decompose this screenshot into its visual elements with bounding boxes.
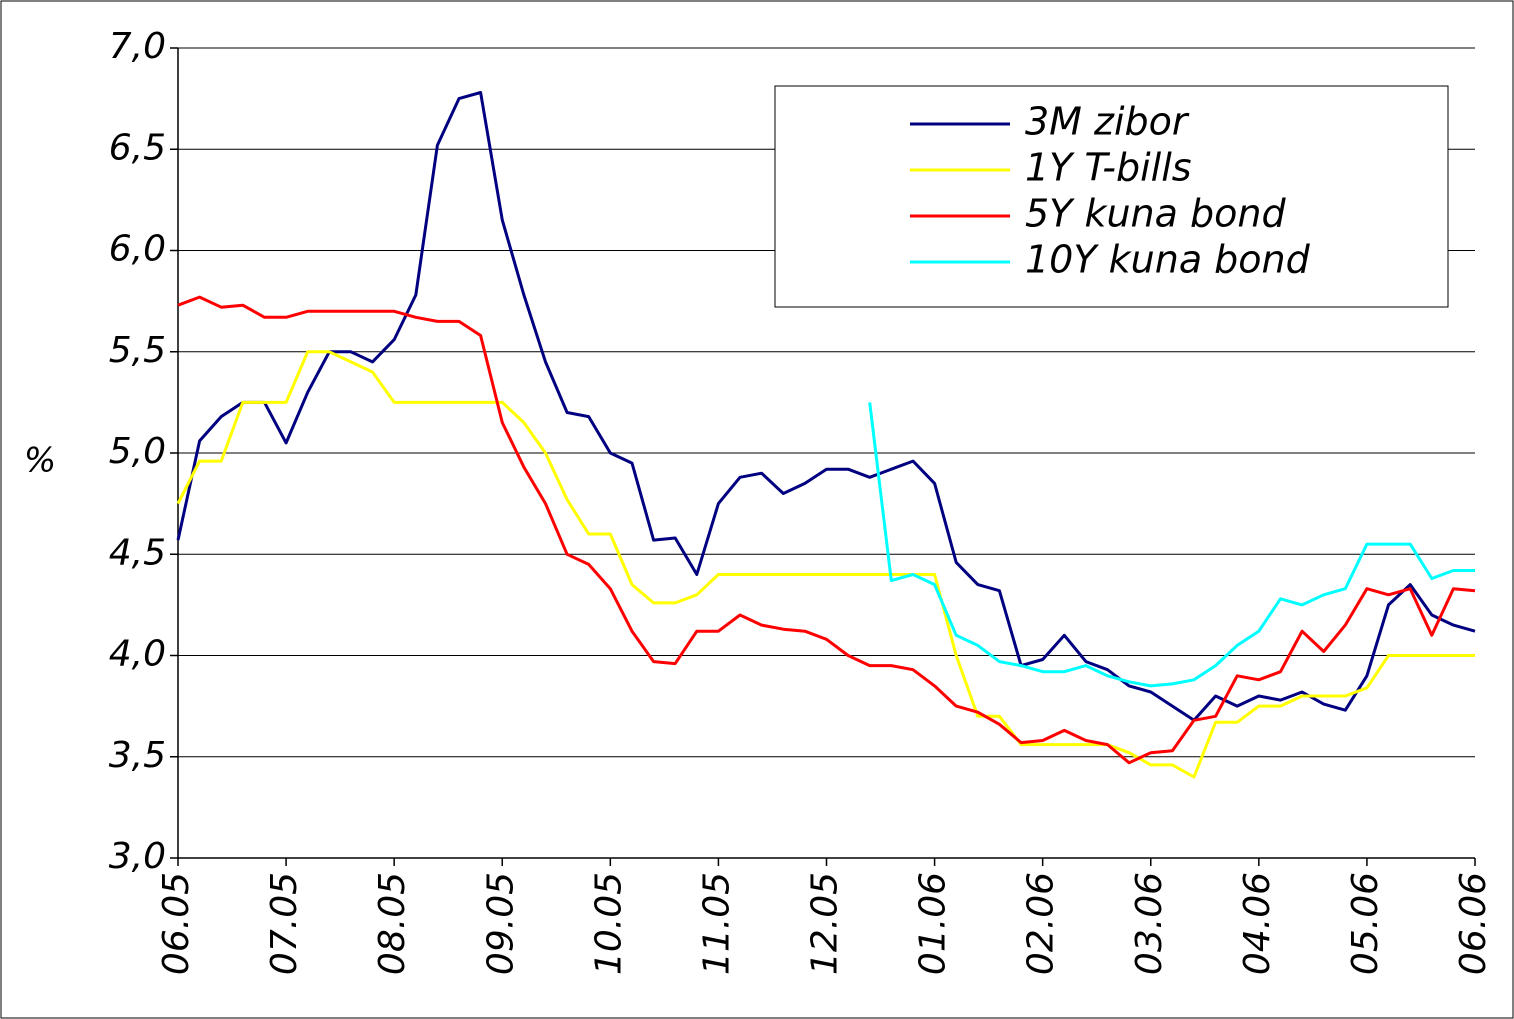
- x-tick-label: 07.05: [264, 872, 305, 975]
- x-tick-label: 06.06: [1453, 872, 1494, 975]
- x-tick-label: 10.05: [588, 872, 629, 975]
- legend-box: [774, 85, 1449, 308]
- legend-label: 1Y T-bills: [1025, 146, 1192, 190]
- y-tick-label: 4,0: [109, 634, 166, 675]
- x-tick-label: 06.05: [156, 872, 197, 975]
- series-line: [868, 402, 1475, 688]
- x-tick-label: 05.06: [1345, 872, 1386, 975]
- x-tick-label: 04.06: [1237, 872, 1278, 975]
- legend-label: 10Y kuna bond: [1025, 238, 1311, 282]
- x-tick-label: 11.05: [696, 872, 737, 975]
- legend-label: 3M zibor: [1025, 100, 1190, 144]
- y-axis-label: %: [24, 441, 56, 481]
- x-tick-label: 09.05: [480, 872, 521, 975]
- x-tick-label: 01.06: [913, 872, 954, 975]
- series-line: [176, 91, 1476, 722]
- legend-label: 5Y kuna bond: [1025, 192, 1286, 236]
- x-tick-label: 08.05: [372, 872, 413, 975]
- series-line: [177, 295, 1476, 765]
- y-tick-label: 5,0: [109, 431, 166, 472]
- series-line: [176, 350, 1475, 779]
- x-tick-label: 02.06: [1021, 872, 1062, 975]
- y-tick-label: 3,5: [109, 735, 166, 776]
- x-tick-label: 12.05: [805, 872, 846, 975]
- y-tick-label: 6,0: [109, 229, 166, 270]
- y-tick-label: 7,0: [109, 26, 166, 67]
- y-tick-label: 5,5: [109, 330, 166, 371]
- x-tick-label: 03.06: [1129, 872, 1170, 975]
- y-tick-label: 6,5: [109, 127, 166, 168]
- y-tick-label: 3,0: [109, 836, 166, 877]
- y-tick-label: 4,5: [109, 532, 166, 573]
